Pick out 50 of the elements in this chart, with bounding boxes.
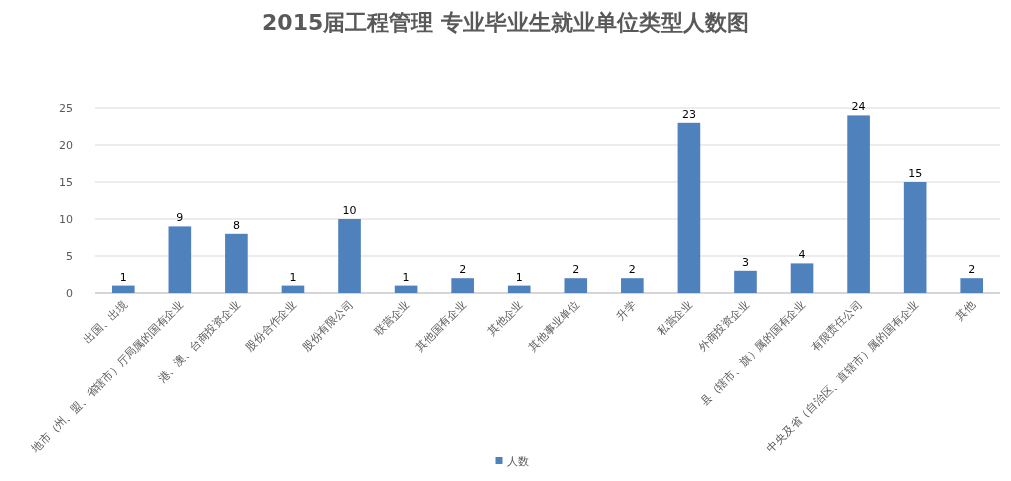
y-tick-label: 0 xyxy=(66,287,73,300)
bar xyxy=(677,122,701,293)
data-label: 4 xyxy=(798,248,806,262)
chart-title: 2015届工程管理 专业毕业生就业单位类型人数图 xyxy=(262,10,749,35)
bar xyxy=(111,285,135,293)
bar xyxy=(903,182,927,293)
data-label: 24 xyxy=(851,100,866,114)
x-tick-label: 其他事业单位 xyxy=(526,297,582,354)
x-tick-label: 其他 xyxy=(953,297,978,323)
bar xyxy=(790,263,814,293)
bar xyxy=(338,219,361,293)
y-tick-label: 10 xyxy=(59,213,73,226)
bar xyxy=(564,278,588,293)
bar xyxy=(847,115,870,293)
x-tick-label: 股份合作企业 xyxy=(243,297,300,354)
data-label: 1 xyxy=(402,270,410,284)
data-label: 10 xyxy=(342,204,357,217)
x-tick-label: 其他企业 xyxy=(485,297,526,339)
data-label: 2 xyxy=(968,263,976,277)
data-label: 1 xyxy=(515,270,523,284)
y-tick-label: 25 xyxy=(59,102,73,115)
x-tick-label: 私营企业 xyxy=(654,297,696,339)
data-label: 23 xyxy=(681,107,696,121)
y-tick-label: 15 xyxy=(59,176,73,189)
data-label: 1 xyxy=(289,270,297,284)
bar xyxy=(621,278,644,293)
x-tick-label: 其他国有企业 xyxy=(412,297,469,354)
x-tick-label: 股份有限公司 xyxy=(299,297,356,354)
bar xyxy=(960,278,984,293)
data-label: 8 xyxy=(232,218,240,232)
x-tick-label: 出国、出境 xyxy=(81,297,130,347)
bar xyxy=(734,270,757,293)
x-tick-label: 升学 xyxy=(613,297,639,323)
data-label: 2 xyxy=(572,263,580,277)
x-tick-label: 联营企业 xyxy=(371,297,413,339)
data-label: 9 xyxy=(176,211,184,225)
data-label: 1 xyxy=(119,270,127,284)
bar xyxy=(225,233,248,293)
data-label: 2 xyxy=(628,263,636,277)
bar xyxy=(507,285,531,293)
data-label: 15 xyxy=(908,167,923,180)
bar xyxy=(451,278,474,293)
y-tick-label: 20 xyxy=(59,139,73,152)
bar xyxy=(168,226,192,293)
legend-label: 人数 xyxy=(506,455,529,468)
bar xyxy=(394,285,418,293)
bar xyxy=(281,285,305,293)
data-label: 2 xyxy=(459,263,467,277)
data-label: 3 xyxy=(741,255,749,269)
y-tick-label: 5 xyxy=(66,250,73,263)
